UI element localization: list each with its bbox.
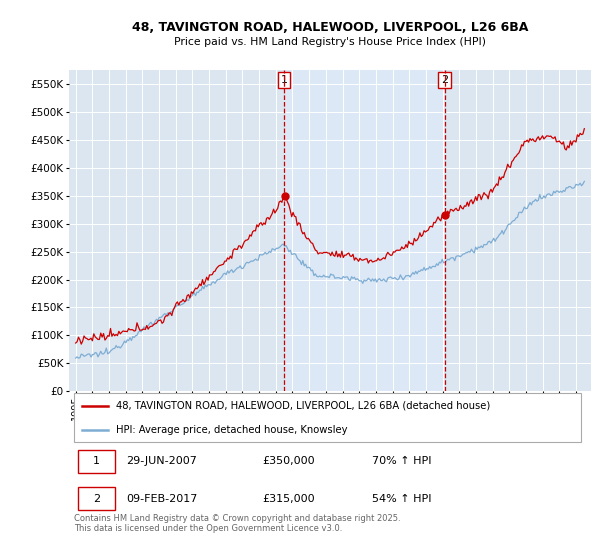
FancyBboxPatch shape: [79, 450, 115, 473]
Text: 54% ↑ HPI: 54% ↑ HPI: [372, 493, 431, 503]
Text: Contains HM Land Registry data © Crown copyright and database right 2025.
This d: Contains HM Land Registry data © Crown c…: [74, 514, 401, 533]
FancyBboxPatch shape: [74, 394, 581, 442]
Text: HPI: Average price, detached house, Knowsley: HPI: Average price, detached house, Know…: [116, 424, 347, 435]
Text: 2: 2: [93, 493, 100, 503]
Text: 70% ↑ HPI: 70% ↑ HPI: [372, 456, 431, 466]
Text: £315,000: £315,000: [262, 493, 315, 503]
Text: Price paid vs. HM Land Registry's House Price Index (HPI): Price paid vs. HM Land Registry's House …: [174, 37, 486, 47]
Text: 2: 2: [441, 75, 448, 85]
Text: 48, TAVINGTON ROAD, HALEWOOD, LIVERPOOL, L26 6BA (detached house): 48, TAVINGTON ROAD, HALEWOOD, LIVERPOOL,…: [116, 400, 490, 410]
FancyBboxPatch shape: [79, 487, 115, 510]
Text: £350,000: £350,000: [262, 456, 315, 466]
Text: 1: 1: [281, 75, 287, 85]
Text: 1: 1: [93, 456, 100, 466]
Text: 09-FEB-2017: 09-FEB-2017: [127, 493, 198, 503]
Text: 48, TAVINGTON ROAD, HALEWOOD, LIVERPOOL, L26 6BA: 48, TAVINGTON ROAD, HALEWOOD, LIVERPOOL,…: [132, 21, 528, 34]
Bar: [284, 70, 445, 391]
Text: 29-JUN-2007: 29-JUN-2007: [127, 456, 197, 466]
